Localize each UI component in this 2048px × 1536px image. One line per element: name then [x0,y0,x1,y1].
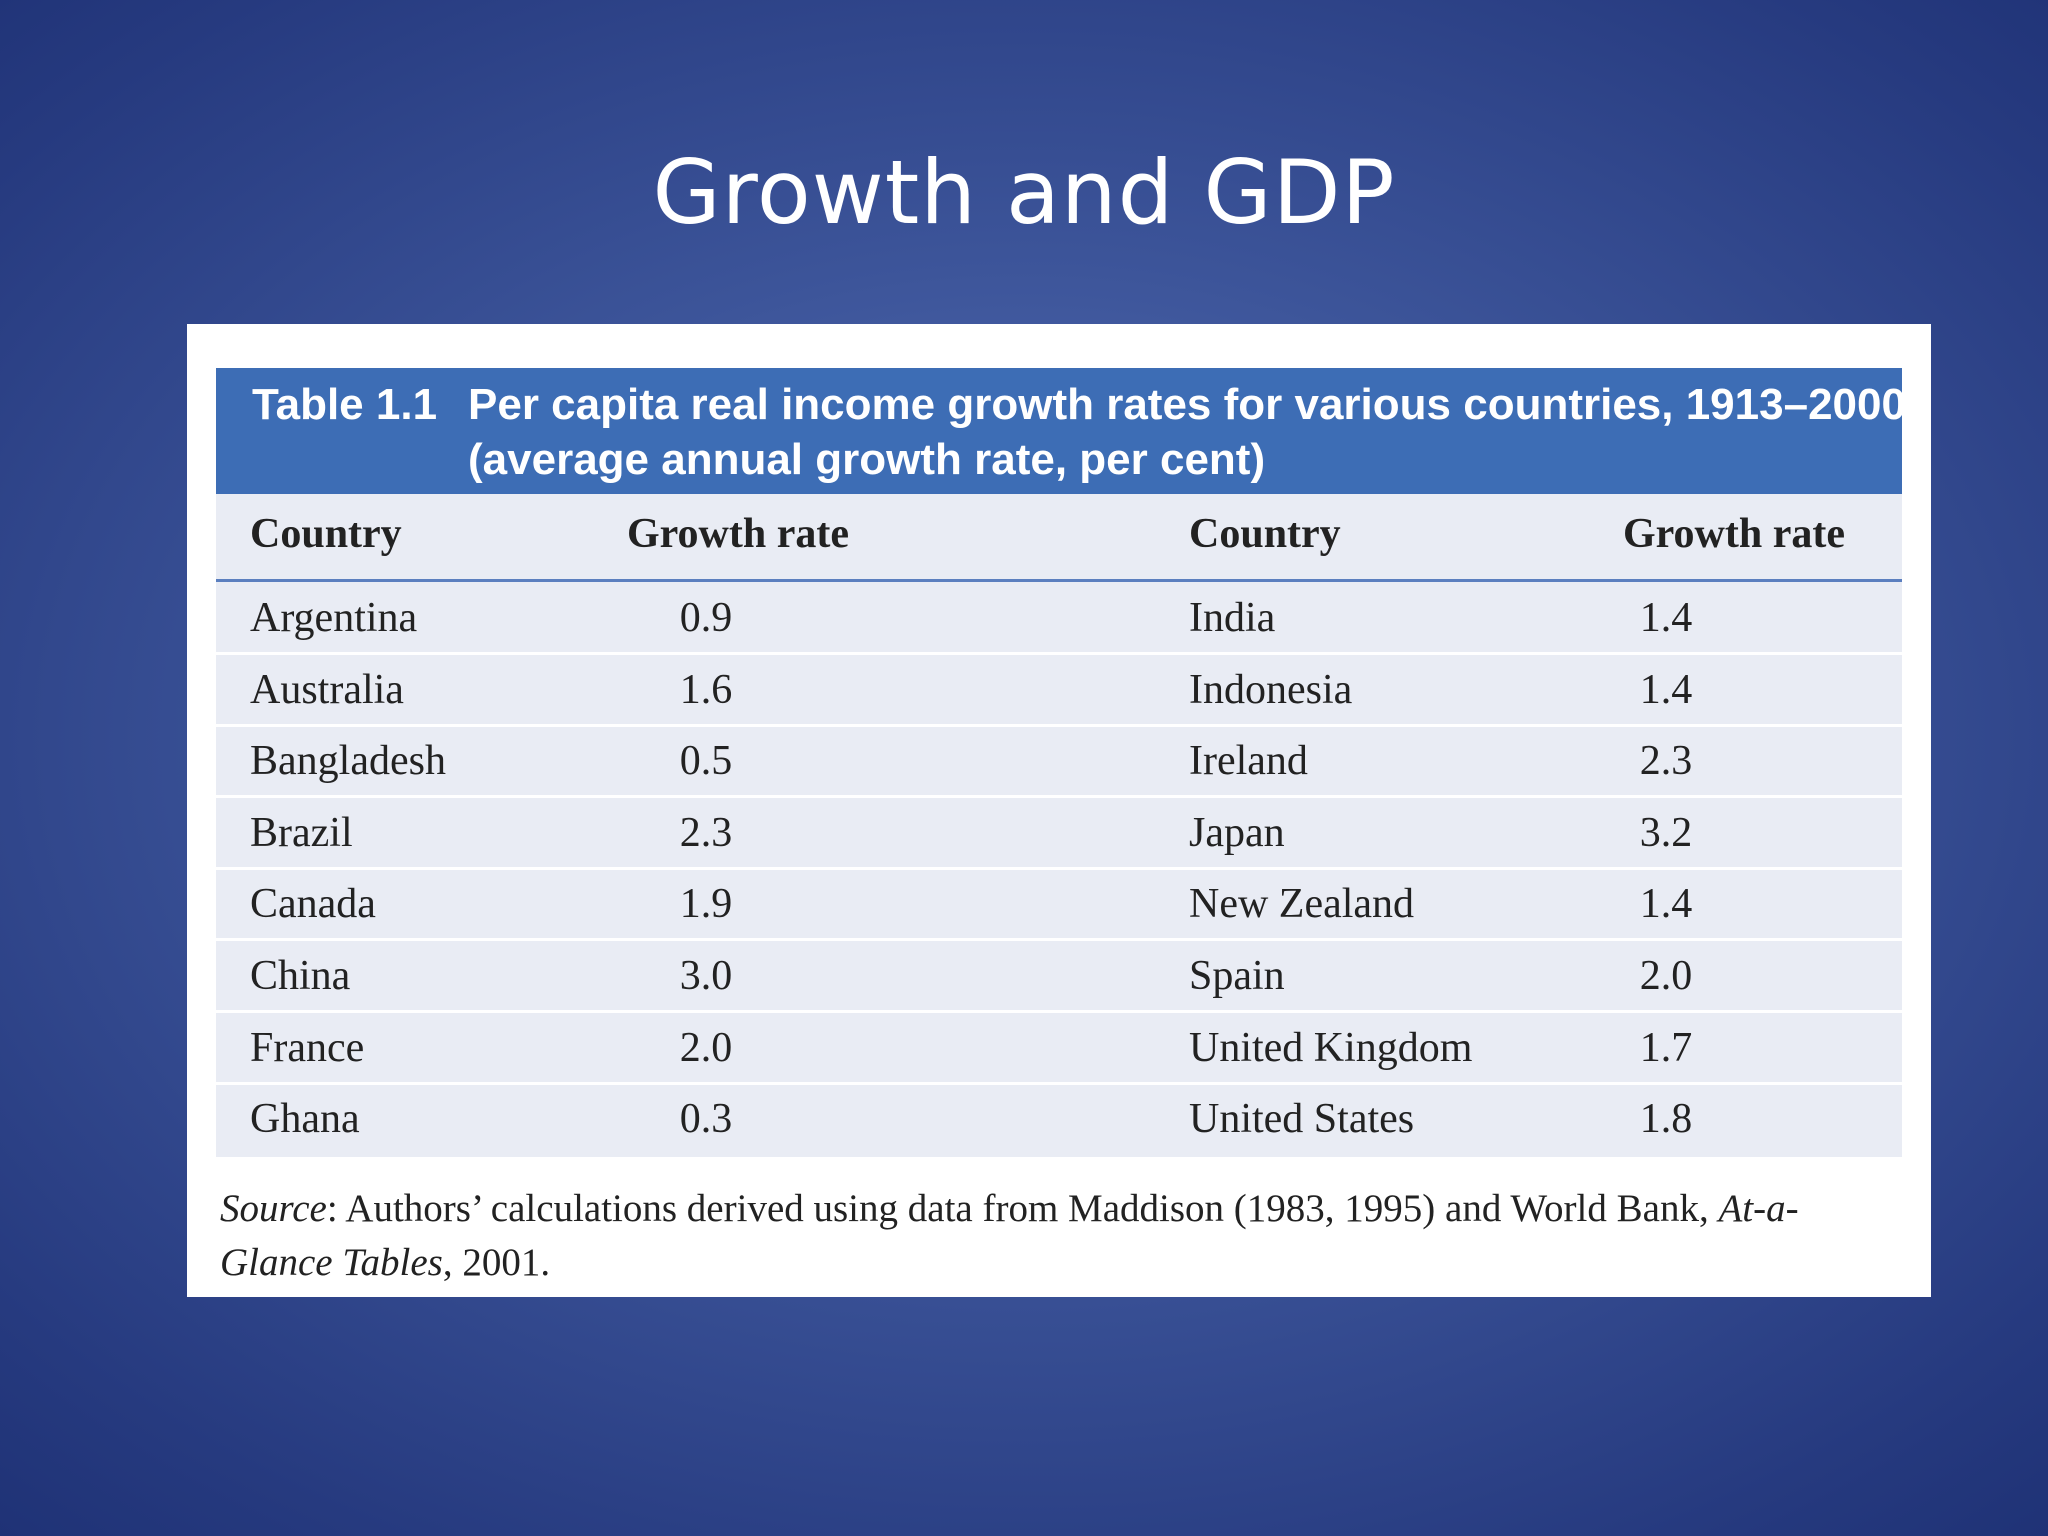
caption-line-1: Per capita real income growth rates for … [468,380,1906,429]
country-cell: Japan [1189,809,1285,856]
growth-rate-cell: 2.0 [679,1024,733,1071]
column-header-growth-right: Growth rate [1623,511,1845,557]
growth-rate-cell: 1.7 [1639,1024,1693,1071]
growth-rate-cell: 3.2 [1639,809,1693,856]
table-panel: Table 1.1 Per capita real income growth … [187,324,1931,1297]
table-row: Brazil 2.3 Japan 3.2 [216,799,1902,870]
growth-rate-cell: 2.3 [1639,738,1693,785]
growth-rate-cell: 0.5 [679,738,733,785]
table-row: Ghana 0.3 United States 1.8 [216,1085,1902,1156]
growth-rate-cell: 1.6 [679,666,733,713]
table-caption: Table 1.1 Per capita real income growth … [216,368,1906,494]
country-cell: Indonesia [1189,666,1353,713]
slide-title: Growth and GDP [652,141,1396,244]
country-cell: United States [1189,1096,1415,1143]
growth-rate-cell: 1.9 [679,881,733,928]
growth-rate-cell: 3.0 [679,953,733,999]
source-text-a: : Authors’ calculations derived using da… [326,1187,1719,1230]
table-caption-text: Per capita real income growth rates for … [468,377,1906,487]
source-label: Source [220,1187,327,1230]
country-cell: United Kingdom [1189,1024,1473,1071]
table-label: Table 1.1 [252,380,438,429]
growth-rate-cell: 1.4 [1639,666,1693,713]
data-table: Country Growth rate Country Growth rate … [216,494,1902,1157]
growth-rate-cell: 0.9 [679,595,733,641]
country-cell: Bangladesh [250,738,446,785]
table-row: France 2.0 United Kingdom 1.7 [216,1014,1902,1085]
country-cell: France [250,1024,365,1071]
growth-rate-cell: 1.4 [1639,595,1693,641]
table-row: Argentina 0.9 India 1.4 [216,584,1902,655]
country-cell: Brazil [250,809,353,856]
growth-rate-cell: 2.3 [679,809,733,856]
source-text-b: , 2001. [442,1241,551,1284]
table-row: Australia 1.6 Indonesia 1.4 [216,656,1902,727]
column-header-growth-left: Growth rate [627,511,849,557]
table-row: China 3.0 Spain 2.0 [216,942,1902,1013]
table-row: Bangladesh 0.5 Ireland 2.3 [216,727,1902,799]
growth-rate-cell: 1.4 [1639,881,1693,928]
country-cell: Spain [1189,953,1285,999]
growth-rate-cell: 2.0 [1639,953,1693,999]
country-cell: India [1189,595,1276,641]
caption-line-2: (average annual growth rate, per cent) [468,435,1266,484]
country-cell: New Zealand [1189,881,1415,928]
table-row: Canada 1.9 New Zealand 1.4 [216,870,1902,942]
country-cell: Australia [250,666,404,713]
country-cell: Ireland [1189,738,1308,785]
country-cell: Canada [250,881,376,928]
country-cell: Ghana [250,1096,360,1143]
growth-rate-cell: 0.3 [679,1096,733,1143]
table-header-row: Country Growth rate Country Growth rate [216,494,1902,582]
growth-rate-cell: 1.8 [1639,1096,1693,1143]
column-header-country-right: Country [1189,511,1341,557]
source-note: Source: Authors’ calculations derived us… [220,1182,1910,1290]
country-cell: Argentina [250,595,418,641]
column-header-country-left: Country [250,511,402,557]
country-cell: China [250,953,351,999]
source-publication: At-a-Glance Tables [220,1187,1799,1284]
